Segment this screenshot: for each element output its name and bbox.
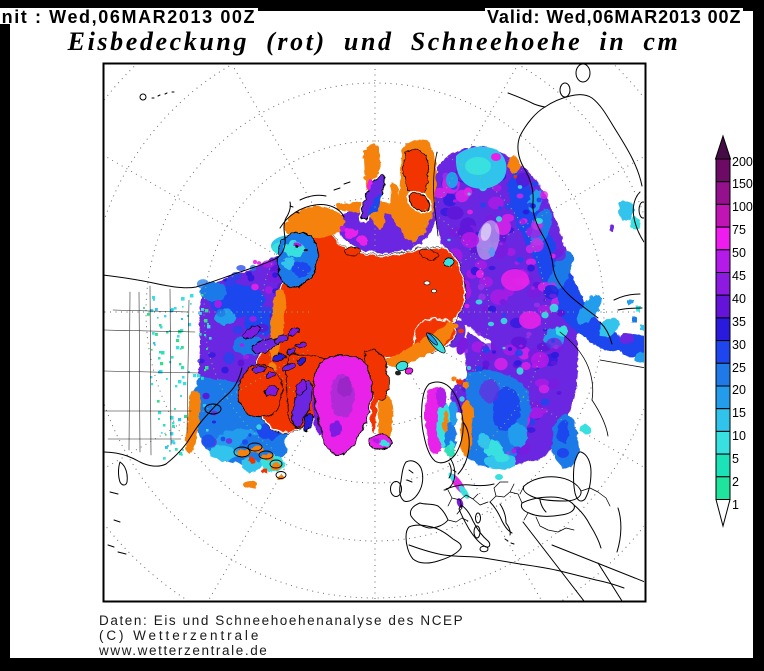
svg-text:15: 15 [732, 406, 746, 420]
svg-text:100: 100 [732, 200, 753, 214]
svg-text:Eisbedeckung (rot) und Schneeh: Eisbedeckung (rot) und Schneehoehe in cm [67, 27, 681, 56]
svg-text:75: 75 [732, 223, 746, 237]
svg-text:150: 150 [732, 177, 753, 191]
svg-text:200: 200 [732, 155, 753, 169]
svg-text:Valid: Wed,06MAR2013 00Z: Valid: Wed,06MAR2013 00Z [487, 7, 741, 27]
svg-text:45: 45 [732, 269, 746, 283]
svg-text:2: 2 [732, 475, 739, 489]
svg-text:Init : Wed,06MAR2013 00Z: Init : Wed,06MAR2013 00Z [0, 7, 256, 27]
svg-text:www.wetterzentrale.de: www.wetterzentrale.de [98, 643, 268, 658]
svg-text:35: 35 [732, 315, 746, 329]
svg-text:20: 20 [732, 383, 746, 397]
svg-text:Daten: Eis und Schneehoehenana: Daten: Eis und Schneehoehenanalyse des N… [99, 613, 464, 628]
svg-text:(C) Wetterzentrale: (C) Wetterzentrale [99, 628, 261, 643]
svg-text:40: 40 [732, 292, 746, 306]
svg-text:10: 10 [732, 429, 746, 443]
svg-text:30: 30 [732, 338, 746, 352]
svg-text:5: 5 [732, 452, 739, 466]
svg-text:1: 1 [732, 498, 739, 512]
svg-text:50: 50 [732, 246, 746, 260]
svg-text:25: 25 [732, 361, 746, 375]
